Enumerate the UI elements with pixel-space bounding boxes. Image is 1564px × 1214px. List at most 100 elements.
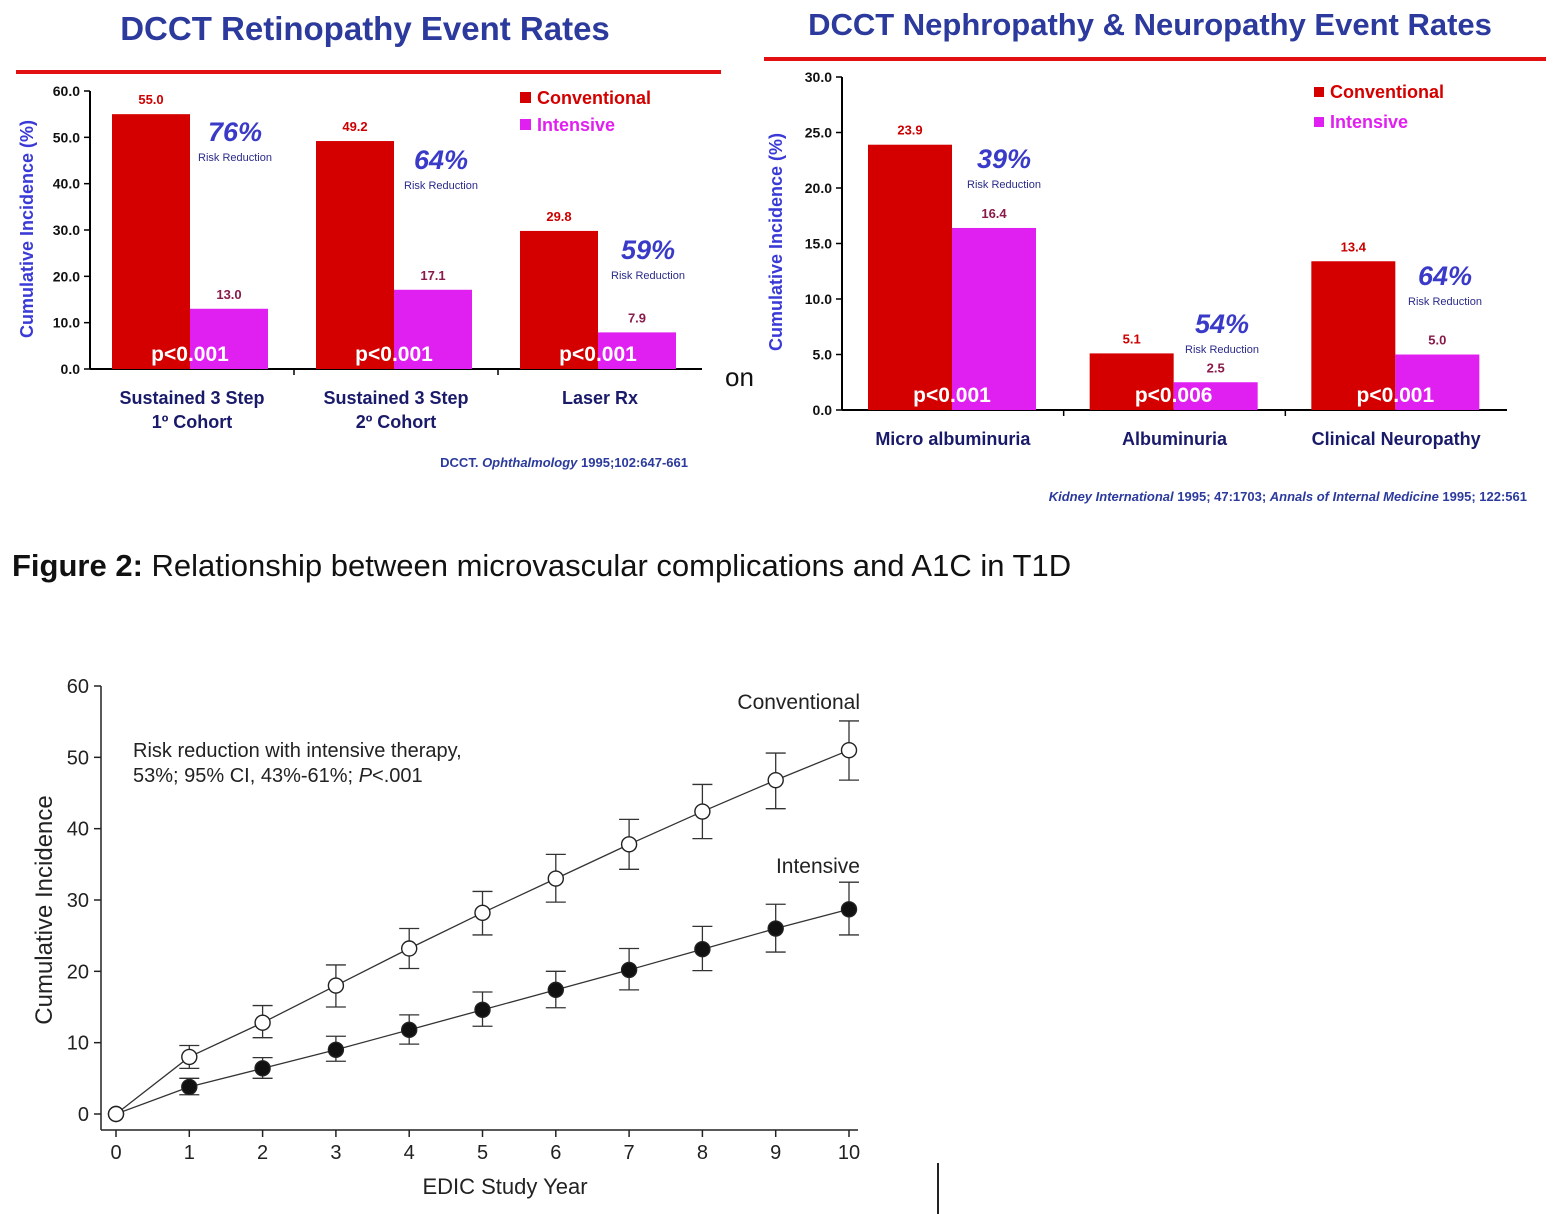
y-tick-label: 50.0	[53, 129, 80, 145]
data-point-intensive	[327, 1041, 345, 1058]
annotation-line-2: 53%; 95% CI, 43%-61%; P<.001	[133, 765, 423, 787]
data-point-intensive	[181, 1078, 198, 1096]
data-point-intensive	[840, 901, 858, 918]
y-axis-label: Cumulative Incidence (%)	[766, 133, 786, 351]
risk-reduction-value: 39%	[977, 144, 1031, 174]
x-tick-label: 3	[330, 1142, 341, 1164]
data-label-conventional: 29.8	[546, 209, 571, 224]
risk-reduction-value: 64%	[414, 145, 468, 175]
plot-area: 0 10 20 30 40 50 60 0 1 2 3 4 5 6 7 8 9 10	[67, 676, 860, 1164]
risk-reduction-label: Risk Reduction	[967, 179, 1041, 191]
y-tick-label: 60.0	[53, 83, 80, 99]
data-label-intensive: 7.9	[628, 310, 646, 325]
y-tick-label: 50	[67, 747, 89, 769]
citation: Kidney International 1995; 47:1703; Anna…	[1049, 489, 1527, 504]
y-tick-label: 20	[67, 961, 89, 983]
x-tick-label: 5	[477, 1142, 488, 1164]
y-tick-label: 10	[67, 1033, 89, 1055]
figure-caption-label: Figure 2:	[12, 548, 143, 583]
category-label: Sustained 3 Step	[119, 388, 264, 408]
risk-reduction-label: Risk Reduction	[1408, 296, 1482, 308]
data-point-intensive	[767, 920, 784, 937]
y-tick-label: 10.0	[805, 291, 832, 307]
data-point-intensive	[620, 961, 638, 979]
data-label-conventional: 13.4	[1341, 239, 1367, 254]
legend-swatch-conventional	[520, 92, 531, 103]
data-point-conventional	[620, 836, 638, 853]
data-point-conventional	[181, 1048, 198, 1066]
edic-line-chart: 0 10 20 30 40 50 60 0 1 2 3 4 5 6 7 8 9 10 EDIC Study Yea…	[31, 676, 860, 1199]
p-value-label: p<0.001	[1357, 384, 1435, 407]
data-label-intensive: 17.1	[420, 268, 445, 283]
nephropathy-neuropathy-chart: DCCT Nephropathy & Neuropathy Event Rate…	[764, 7, 1546, 504]
x-axis-label: EDIC Study Year	[422, 1174, 587, 1199]
data-point-conventional	[327, 977, 345, 994]
divider-line	[937, 1163, 939, 1214]
bar-intensive	[1173, 382, 1258, 410]
category-label: Albuminuria	[1122, 429, 1228, 449]
x-tick-label: 4	[404, 1142, 415, 1164]
risk-reduction-value: 59%	[621, 235, 675, 265]
y-tick-label: 30.0	[53, 222, 80, 238]
x-tick-label: 7	[624, 1142, 635, 1164]
y-tick-label: 20.0	[53, 268, 80, 284]
bar-intensive	[598, 332, 676, 369]
chart-title: DCCT Retinopathy Event Rates	[120, 10, 610, 47]
citation: DCCT. Ophthalmology 1995;102:647-661	[440, 455, 688, 470]
y-axis-label: Cumulative Incidence (%)	[17, 120, 37, 338]
data-point-conventional	[401, 940, 418, 957]
category-label: Sustained 3 Step	[323, 388, 468, 408]
series-label-conventional: Conventional	[737, 691, 860, 714]
legend-swatch-intensive	[520, 119, 531, 130]
legend-label-intensive: Intensive	[537, 115, 615, 135]
bar-intensive	[1395, 354, 1480, 410]
legend: Conventional Intensive	[520, 88, 651, 135]
data-point-conventional	[694, 803, 711, 820]
data-point-conventional	[840, 741, 858, 759]
legend-swatch-intensive	[1314, 117, 1324, 127]
y-tick-label: 0.0	[813, 402, 833, 418]
title-rule	[764, 57, 1546, 61]
x-tick-label: 10	[838, 1142, 860, 1164]
x-tick-label: 6	[550, 1142, 561, 1164]
risk-reduction-value: 76%	[208, 117, 262, 147]
series-label-intensive: Intensive	[776, 855, 860, 878]
x-tick-label: 8	[697, 1142, 708, 1164]
data-point-intensive	[474, 1001, 491, 1019]
y-tick-label: 20.0	[805, 180, 832, 196]
figure-caption-text: Relationship between microvascular compl…	[151, 548, 1072, 583]
bar-conventional	[1089, 353, 1174, 410]
category-label: Clinical Neuropathy	[1312, 429, 1481, 449]
x-tick-label: 2	[257, 1142, 268, 1164]
data-point-conventional	[767, 771, 784, 789]
risk-reduction-label: Risk Reduction	[198, 152, 272, 164]
data-point-conventional	[547, 870, 564, 887]
p-value-label: p<0.001	[559, 343, 637, 366]
legend-swatch-conventional	[1314, 87, 1324, 97]
data-label-intensive: 2.5	[1207, 360, 1225, 375]
category-label: 2º Cohort	[356, 412, 437, 432]
data-point-intensive	[694, 941, 711, 958]
data-label-intensive: 5.0	[1428, 333, 1446, 348]
risk-reduction-label: Risk Reduction	[611, 270, 685, 282]
category-label: 1º Cohort	[152, 412, 233, 432]
y-tick-label: 40.0	[53, 176, 80, 192]
category-label: Laser Rx	[562, 388, 638, 408]
data-point-intensive	[107, 1105, 125, 1123]
p-value-label: p<0.001	[355, 343, 433, 366]
legend-label-conventional: Conventional	[1330, 82, 1444, 102]
y-tick-label: 10.0	[53, 315, 80, 331]
data-point-intensive	[401, 1021, 418, 1039]
y-tick-label: 15.0	[805, 236, 832, 252]
data-point-conventional	[474, 904, 491, 922]
chart-title: DCCT Nephropathy & Neuropathy Event Rate…	[808, 7, 1492, 42]
risk-reduction-value: 54%	[1195, 309, 1249, 339]
bar-intensive	[190, 308, 268, 369]
legend-label-intensive: Intensive	[1330, 112, 1408, 132]
data-label-intensive: 16.4	[981, 206, 1007, 221]
plot-area: 0.0 10.0 20.0 30.0 40.0 50.0 60.0 55.0 13.0 p<0.0…	[53, 83, 702, 432]
data-point-intensive	[254, 1060, 271, 1077]
legend: Conventional Intensive	[1314, 82, 1444, 132]
y-tick-label: 30	[67, 890, 89, 912]
bar-conventional	[316, 141, 394, 369]
